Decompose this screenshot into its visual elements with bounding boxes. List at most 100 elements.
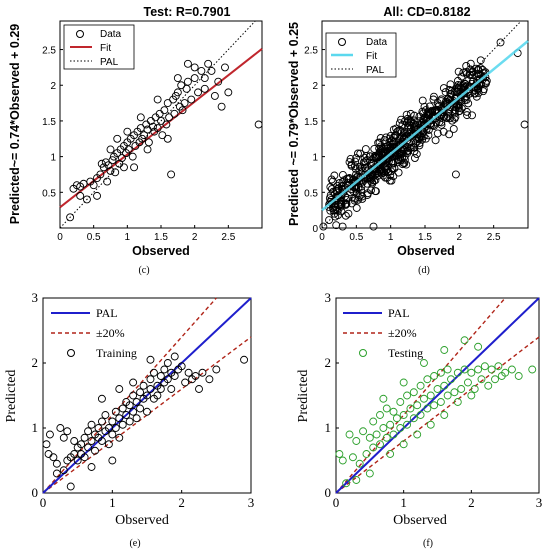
data-point xyxy=(474,88,483,97)
data-point xyxy=(420,394,428,403)
panel-d: All: CD=0.8182 0 0.5 1 1.5 2 2.500.511.522.5 … xyxy=(287,5,529,276)
data-point xyxy=(393,127,402,136)
x-tick-label: 2 xyxy=(457,232,463,243)
data-point xyxy=(136,404,145,413)
data-point xyxy=(45,430,54,439)
data-point xyxy=(139,381,148,390)
data-point xyxy=(413,401,422,410)
legend-c-data: Data xyxy=(100,29,122,40)
data-point xyxy=(423,404,432,413)
data-point xyxy=(99,163,108,172)
data-point xyxy=(335,450,344,458)
data-point xyxy=(94,424,103,432)
data-point xyxy=(337,207,346,216)
data-point xyxy=(365,433,374,442)
data-point xyxy=(178,106,187,115)
data-point xyxy=(113,134,122,143)
data-point xyxy=(453,398,462,406)
data-point xyxy=(399,145,408,154)
data-point xyxy=(77,440,86,449)
data-point xyxy=(200,84,209,93)
data-point xyxy=(42,440,51,449)
data-point xyxy=(416,411,425,419)
data-point xyxy=(369,222,378,231)
panel-c-caption: (c) xyxy=(138,265,149,276)
data-point xyxy=(436,368,445,377)
data-point xyxy=(389,430,398,439)
data-point xyxy=(439,127,448,136)
data-point xyxy=(333,201,342,210)
data-point xyxy=(136,388,145,397)
x-tick-label: 1 xyxy=(109,495,116,510)
data-point xyxy=(129,378,138,387)
data-point xyxy=(454,83,463,92)
panel-f-y-label: Predicted xyxy=(296,370,311,423)
data-point xyxy=(153,391,162,400)
data-point xyxy=(386,143,395,152)
data-point xyxy=(96,170,105,179)
data-point xyxy=(501,368,510,377)
panel-e: 0 1 2 3 0 1 2 3 Observed Predicted PAL ±20% Tra… xyxy=(4,290,254,549)
data-point xyxy=(454,67,463,76)
data-point xyxy=(352,476,361,484)
data-point xyxy=(386,450,395,458)
data-point xyxy=(426,391,435,400)
data-point xyxy=(354,193,363,202)
panel-e-points xyxy=(42,352,249,491)
data-point xyxy=(342,479,351,488)
data-point xyxy=(351,157,360,166)
data-point xyxy=(143,407,151,416)
data-point xyxy=(204,59,213,68)
data-point xyxy=(115,385,124,393)
data-point xyxy=(467,83,476,92)
data-point xyxy=(416,381,425,390)
data-point xyxy=(396,424,405,432)
data-point xyxy=(468,68,477,77)
data-point xyxy=(377,149,386,158)
data-point xyxy=(80,433,89,442)
data-point xyxy=(445,130,454,139)
pal-line xyxy=(335,297,540,494)
data-point xyxy=(385,176,394,185)
data-point xyxy=(143,145,152,154)
panel-c-title: Test: R=0.7901 xyxy=(144,5,231,19)
panel-f-legend: PAL ±20% Testing xyxy=(343,306,423,360)
data-point xyxy=(371,176,380,185)
data-point xyxy=(425,102,434,111)
data-point xyxy=(195,385,203,393)
legend-e-band: ±20% xyxy=(96,326,125,340)
data-point xyxy=(341,200,350,209)
data-point xyxy=(89,181,98,190)
data-point xyxy=(87,463,96,471)
data-point xyxy=(123,127,132,136)
data-point xyxy=(453,368,462,377)
data-point xyxy=(148,122,157,131)
data-point xyxy=(125,417,134,426)
data-point xyxy=(153,124,162,133)
data-point xyxy=(56,424,65,432)
data-point xyxy=(394,168,403,177)
data-point xyxy=(440,381,449,390)
data-point xyxy=(390,164,399,173)
data-point xyxy=(437,120,446,129)
data-point xyxy=(82,195,91,204)
data-point xyxy=(385,138,394,147)
fit-line xyxy=(321,40,529,212)
data-point xyxy=(117,154,126,162)
data-point xyxy=(426,420,435,429)
data-point xyxy=(357,163,366,172)
data-point xyxy=(254,120,263,129)
x-tick-label: 0.5 xyxy=(349,232,363,243)
y-tick-label: 1.5 xyxy=(42,117,56,128)
data-point xyxy=(167,170,176,179)
data-point xyxy=(447,86,456,95)
data-point xyxy=(240,355,249,364)
band-upper-line xyxy=(335,297,506,494)
data-point xyxy=(129,391,138,400)
data-point xyxy=(451,170,460,179)
panel-f-x-label: Observed xyxy=(393,513,447,528)
data-point xyxy=(403,391,411,400)
data-point xyxy=(163,99,172,108)
data-point xyxy=(344,209,353,218)
data-point xyxy=(450,388,459,397)
